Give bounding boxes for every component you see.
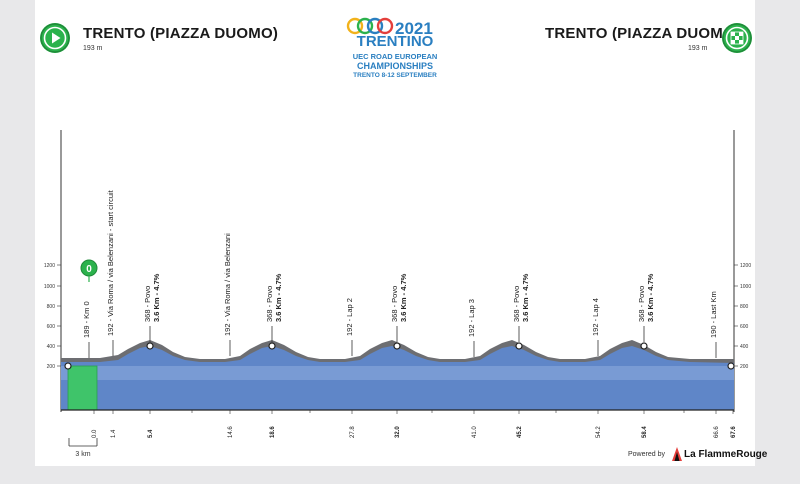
alt-tick-right: 800 [740, 304, 749, 310]
finish-dot [727, 362, 735, 370]
km-label: 27.8 [350, 426, 356, 438]
km-zero-marker: 0 [80, 259, 98, 282]
scale-label: 3 km [75, 451, 90, 458]
play-icon [40, 23, 70, 53]
km-label: 67.6 [731, 426, 737, 438]
waypoint-climb-info: 3.6 Km - 4.7% [521, 273, 530, 322]
waypoint-label: 368 - Povo [143, 286, 152, 322]
alt-tick-left: 800 [47, 304, 56, 310]
km-zero-label: 0 [86, 264, 92, 275]
km-label: 0.0 [92, 429, 98, 438]
waypoint-label: 368 - Povo [512, 286, 521, 322]
km-label: 58.4 [642, 426, 648, 438]
km-label: 1.4 [111, 429, 117, 438]
km-label: 5.4 [148, 429, 154, 438]
waypoint-label: 192 - Via Roma / via Belenzani [223, 233, 232, 336]
waypoint-label: 192 - Lap 3 [467, 299, 476, 337]
summit-dot [515, 342, 523, 350]
alt-tick-right: 200 [740, 364, 749, 370]
profile-fill [61, 346, 734, 410]
alt-tick-right: 400 [740, 344, 749, 350]
alt-tick-right: 1000 [740, 284, 751, 290]
alt-tick-left: 200 [47, 364, 56, 370]
waypoint-label: 192 - Lap 4 [591, 298, 600, 336]
km-label: 32.0 [395, 426, 401, 438]
altitude-axis-right: 1200 1000 800 600 400 200 [734, 263, 751, 370]
waypoint-label: 192 - Lap 2 [345, 298, 354, 336]
logo-line-1: UEC ROAD EUROPEAN [352, 52, 438, 61]
km-label: 66.6 [714, 426, 720, 438]
finish-title: TRENTO (PIAZZA DUOMO) [545, 25, 741, 42]
alt-tick-left: 600 [47, 324, 56, 330]
waypoint-label: 368 - Povo [265, 286, 274, 322]
logo-year: 2021 [395, 19, 433, 38]
waypoint-climb-info: 3.6 Km - 4.7% [274, 273, 283, 322]
waypoint-climb-info: 3.6 Km - 4.7% [399, 273, 408, 322]
brand-name: La FlammeRouge [684, 449, 768, 460]
waypoint-label: 368 - Povo [637, 286, 646, 322]
km-label: 45.2 [517, 426, 523, 438]
alt-tick-left: 1000 [44, 284, 55, 290]
alt-tick-left: 1200 [44, 263, 55, 269]
summit-dot [393, 342, 401, 350]
logo-line-3: TRENTO 8-12 SEPTEMBER [353, 72, 437, 79]
logo-name: TRENTINO [356, 33, 434, 50]
logo-line-2: CHAMPIONSHIPS [356, 61, 433, 71]
waypoint-label: 189 - Km 0 [82, 301, 91, 338]
alt-tick-left: 400 [47, 344, 56, 350]
waypoint-climb-info: 3.6 Km - 4.7% [646, 273, 655, 322]
powered-by-label: Powered by [628, 451, 665, 458]
alt-tick-right: 1200 [740, 263, 751, 269]
altitude-axis-left: 1200 1000 800 600 400 200 [44, 263, 61, 370]
km-label: 54.2 [596, 426, 602, 438]
start-altitude: 193 m [83, 45, 103, 52]
checkered-flag-icon [722, 23, 752, 53]
summit-dot [640, 342, 648, 350]
championship-logo: 2021 [346, 17, 433, 38]
waypoint-climb-info: 3.6 Km - 4.7% [152, 273, 161, 322]
finish-altitude: 193 m [688, 45, 708, 52]
alt-tick-right: 600 [740, 324, 749, 330]
waypoint-label: 368 - Povo [390, 286, 399, 322]
scale-bar: 3 km [68, 438, 98, 458]
start-dot [64, 362, 72, 370]
start-segment [67, 365, 98, 411]
waypoint-label: 190 - Last Km [709, 291, 718, 338]
flame-logo-icon [672, 447, 682, 461]
km-label: 41.0 [472, 426, 478, 438]
km-label: 18.6 [270, 426, 276, 438]
waypoint-label: 192 - Via Roma / via Belenzani - start c… [106, 189, 115, 336]
km-label: 14.6 [228, 426, 234, 438]
start-title: TRENTO (PIAZZA DUOMO) [83, 25, 279, 42]
summit-dot [268, 342, 276, 350]
summit-dot [146, 342, 154, 350]
